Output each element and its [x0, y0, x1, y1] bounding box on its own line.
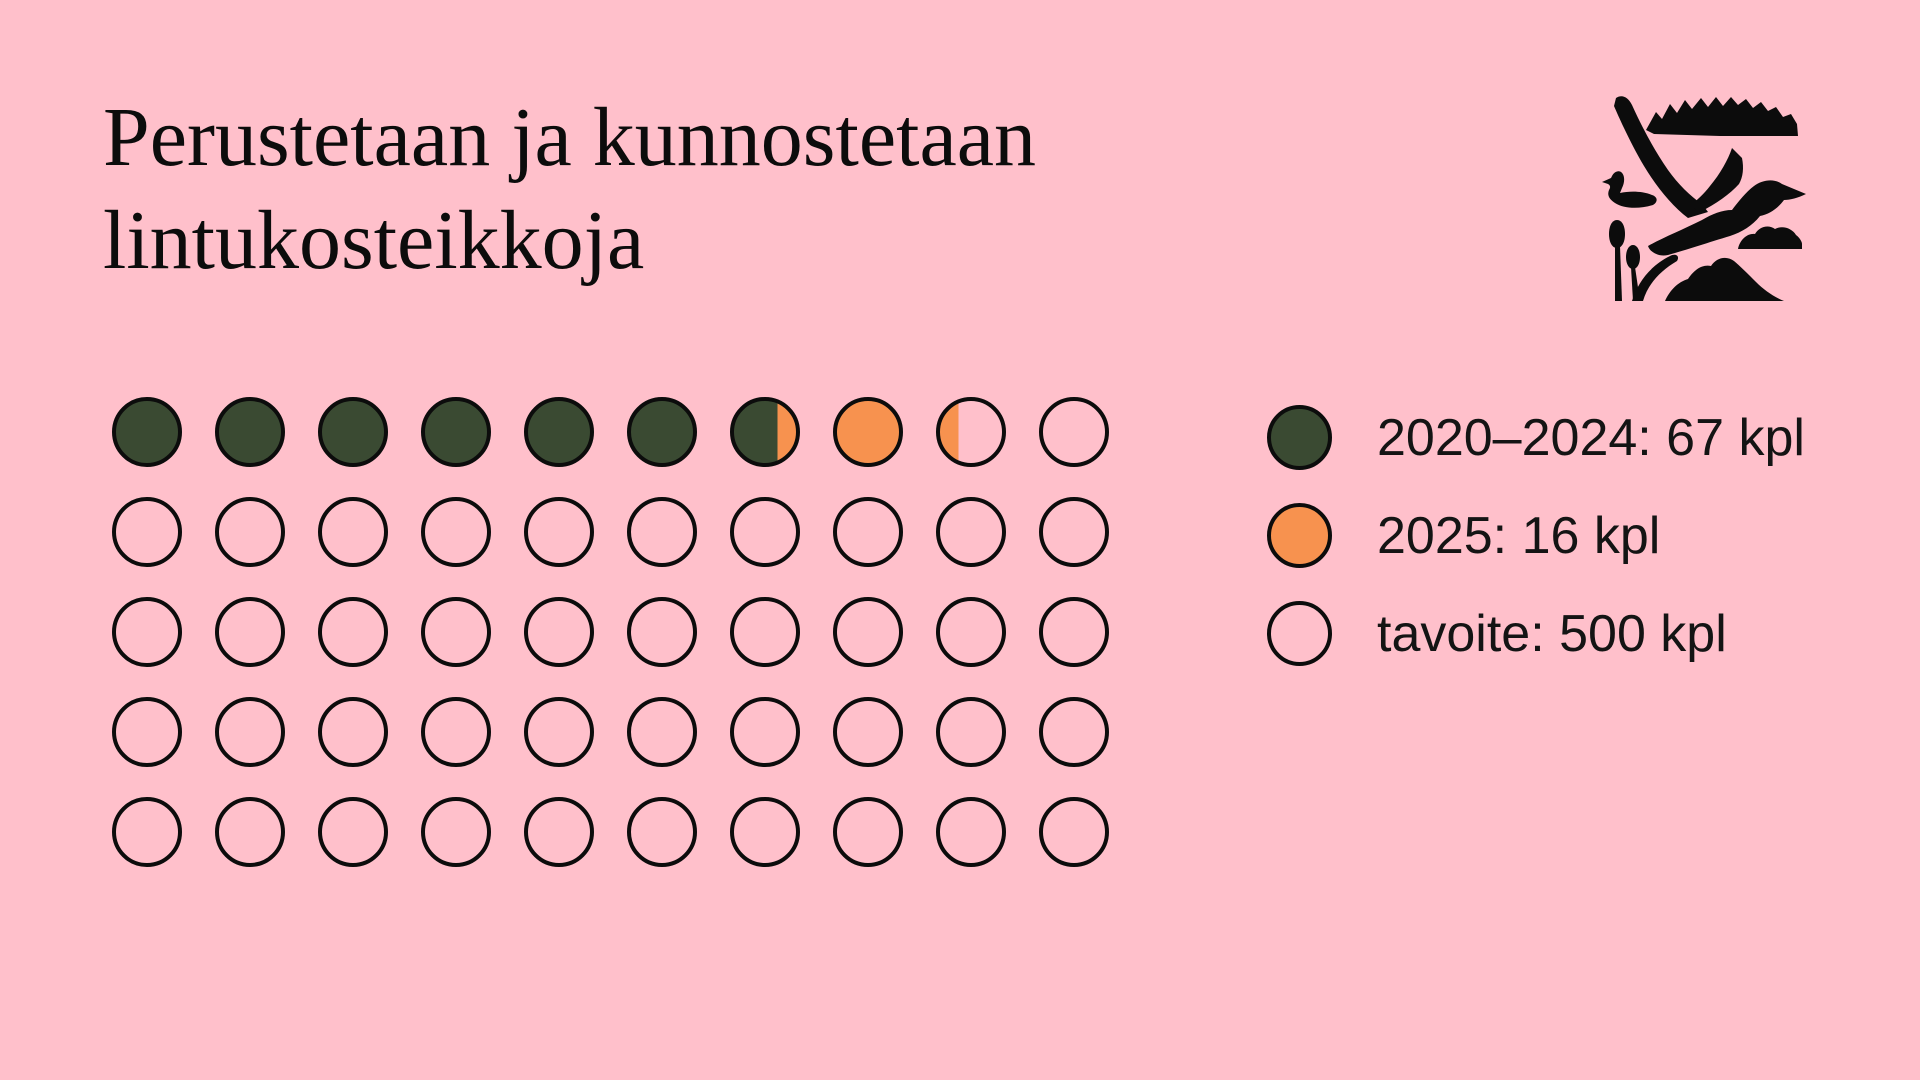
legend-label: 2025: 16 kpl: [1377, 506, 1661, 565]
waffle-cell-empty: [421, 697, 491, 767]
waffle-cell-empty: [1039, 797, 1109, 867]
waffle-cell-empty: [936, 597, 1006, 667]
waffle-cell-empty: [215, 697, 285, 767]
waffle-cell-empty: [833, 697, 903, 767]
waffle-cell-empty: [318, 697, 388, 767]
chart-title-line1: Perustetaan ja kunnostetaan: [103, 91, 1037, 184]
waffle-cell-empty: [730, 797, 800, 867]
waffle-cell-empty: [1039, 597, 1109, 667]
waffle-cell-empty: [936, 497, 1006, 567]
waffle-cell-empty: [215, 597, 285, 667]
legend-swatch-none-circle-icon: [1267, 601, 1332, 666]
waffle-cell-empty: [318, 597, 388, 667]
wetland-birds-logo-icon: [1602, 96, 1806, 301]
waffle-cell-empty: [833, 597, 903, 667]
waffle-cell-empty: [627, 497, 697, 567]
legend-label: tavoite: 500 kpl: [1377, 604, 1727, 663]
waffle-cell-green_orange: [730, 397, 800, 467]
waffle-cell-empty: [833, 497, 903, 567]
waffle-cell-orange: [833, 397, 903, 467]
waffle-cell-empty: [112, 697, 182, 767]
waffle-cell-empty: [524, 697, 594, 767]
waffle-cell-empty: [1039, 497, 1109, 567]
waffle-cell-empty: [730, 697, 800, 767]
waffle-cell-empty: [524, 797, 594, 867]
legend-swatch-orange-circle-icon: [1267, 503, 1332, 568]
waffle-cell-empty: [627, 697, 697, 767]
waffle-cell-empty: [421, 797, 491, 867]
waffle-cell-empty: [936, 797, 1006, 867]
chart-title: Perustetaan ja kunnostetaan lintukosteik…: [103, 86, 1036, 292]
chart-legend: 2020–2024: 67 kpl 2025: 16 kpl tavoite: 50…: [1267, 405, 1805, 699]
waffle-cell-empty: [627, 797, 697, 867]
legend-swatch-green-circle-icon: [1267, 405, 1332, 470]
waffle-cell-green: [524, 397, 594, 467]
waffle-cell-empty: [318, 797, 388, 867]
waffle-cell-empty: [936, 697, 1006, 767]
waffle-cell-green: [318, 397, 388, 467]
legend-item-1: 2025: 16 kpl: [1267, 503, 1805, 568]
legend-label: 2020–2024: 67 kpl: [1377, 408, 1805, 467]
waffle-cell-empty: [318, 497, 388, 567]
waffle-cell-green: [112, 397, 182, 467]
waffle-cell-empty: [524, 597, 594, 667]
waffle-cell-empty: [1039, 397, 1109, 467]
waffle-cell-green: [215, 397, 285, 467]
waffle-cell-empty: [730, 497, 800, 567]
waffle-cell-empty: [215, 797, 285, 867]
waffle-cell-empty: [730, 597, 800, 667]
legend-item-0: 2020–2024: 67 kpl: [1267, 405, 1805, 470]
waffle-cell-empty: [1039, 697, 1109, 767]
waffle-cell-empty: [421, 597, 491, 667]
waffle-cell-empty: [112, 797, 182, 867]
legend-item-2: tavoite: 500 kpl: [1267, 601, 1805, 666]
waffle-cell-green: [627, 397, 697, 467]
waffle-cell-empty: [112, 597, 182, 667]
logo-silhouette: [1602, 96, 1806, 301]
waffle-cell-empty: [215, 497, 285, 567]
waffle-cell-empty: [833, 797, 903, 867]
chart-title-line2: lintukosteikkoja: [103, 194, 645, 287]
waffle-cell-empty: [112, 497, 182, 567]
waffle-cell-empty: [524, 497, 594, 567]
waffle-cell-orange_empty: [936, 397, 1006, 467]
waffle-cell-empty: [421, 497, 491, 567]
waffle-cell-green: [421, 397, 491, 467]
waffle-cell-empty: [627, 597, 697, 667]
